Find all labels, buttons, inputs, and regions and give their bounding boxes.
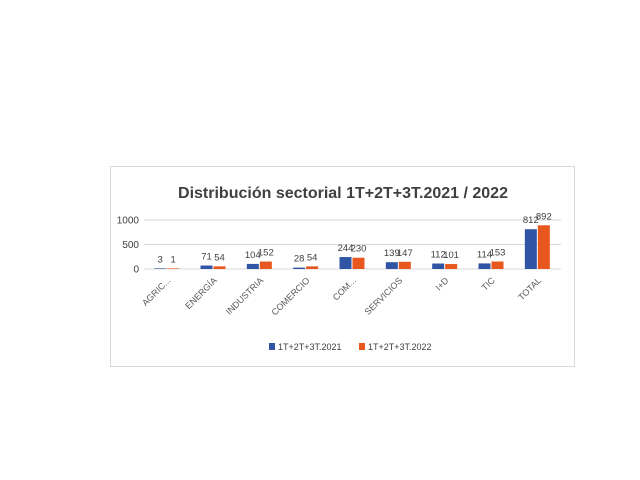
bar <box>339 257 352 269</box>
data-label: 54 <box>214 252 225 263</box>
data-label: 1 <box>171 254 176 265</box>
chart-title: Distribución sectorial 1T+2T+3T.2021 / 2… <box>178 185 508 202</box>
data-label: 112 <box>431 250 446 261</box>
y-tick-label: 1000 <box>117 216 140 227</box>
data-label: 147 <box>397 248 413 259</box>
bar <box>293 267 306 269</box>
bar <box>306 266 319 269</box>
legend-swatch <box>359 343 365 350</box>
data-label: 3 <box>158 254 163 265</box>
data-label: 244 <box>338 243 354 254</box>
bar <box>246 263 259 269</box>
legend-entry: 1T+2T+3T.2022 <box>368 342 432 352</box>
bar-chart: Distribución sectorial 1T+2T+3T.2021 / 2… <box>117 185 561 352</box>
bar <box>398 261 411 269</box>
bar <box>167 268 180 269</box>
legend-entry: 1T+2T+3T.2021 <box>278 342 342 352</box>
bar <box>213 266 226 269</box>
bar <box>154 268 167 269</box>
x-tick-label: TIC <box>480 275 498 293</box>
data-label: 114 <box>477 249 492 260</box>
bar <box>352 257 365 269</box>
bar <box>259 261 272 269</box>
x-tick-label: SERVICIOS <box>363 275 405 317</box>
data-label: 230 <box>351 244 367 255</box>
bar <box>385 262 398 269</box>
data-label: 812 <box>523 215 539 226</box>
data-label: 101 <box>443 250 459 261</box>
data-label: 54 <box>307 252 318 263</box>
y-tick-label: 0 <box>133 265 139 276</box>
x-tick-label: COM... <box>331 275 358 302</box>
x-tick-label: INDUSTRIA <box>224 275 265 316</box>
bar <box>491 261 504 269</box>
x-tick-label: COMERCIO <box>270 275 312 317</box>
data-label: 28 <box>294 254 305 265</box>
x-tick-label: AGRIC... <box>140 275 173 308</box>
bar <box>200 265 213 269</box>
bar <box>445 264 458 269</box>
data-label: 104 <box>245 250 261 261</box>
bar <box>432 263 445 269</box>
bar <box>478 263 491 269</box>
data-label: 152 <box>258 248 274 259</box>
chart-frame: Distribución sectorial 1T+2T+3T.2021 / 2… <box>110 166 575 367</box>
legend-swatch <box>269 343 275 350</box>
data-label: 71 <box>201 252 212 263</box>
x-tick-label: ENERGÍA <box>183 275 219 311</box>
bar <box>524 229 537 269</box>
x-tick-label: TOTAL <box>516 275 543 302</box>
bar <box>537 225 550 269</box>
y-tick-label: 500 <box>122 240 139 251</box>
x-tick-label: I+D <box>433 275 451 293</box>
data-label: 153 <box>490 248 506 259</box>
data-label: 139 <box>384 248 400 259</box>
data-label: 892 <box>536 211 552 222</box>
